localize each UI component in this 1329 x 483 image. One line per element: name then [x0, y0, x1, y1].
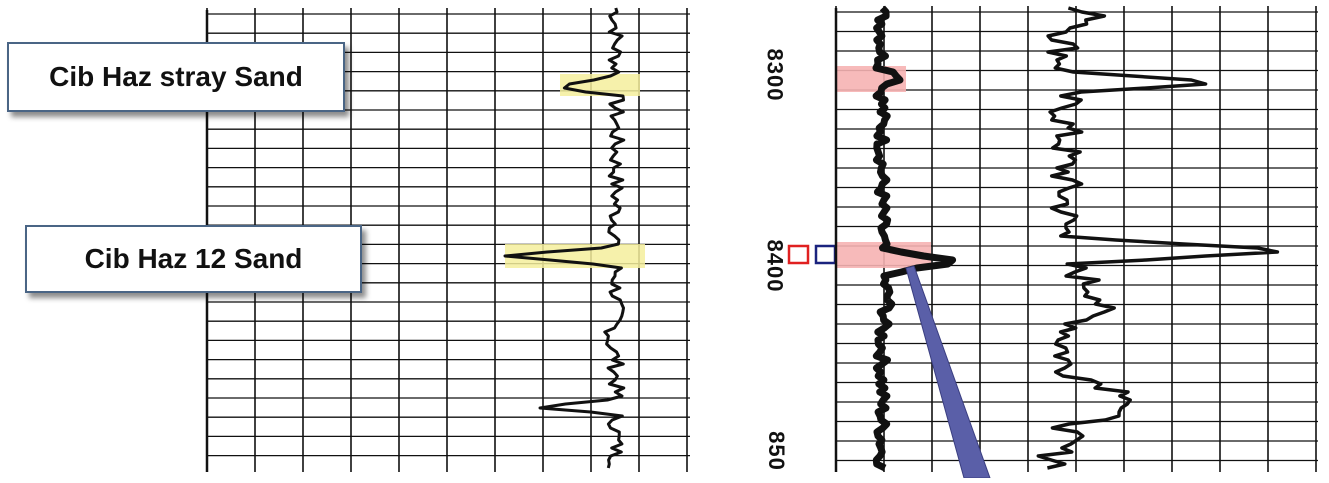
blue-marker	[814, 244, 837, 265]
callout-stray-sand: Cib Haz stray Sand	[7, 42, 345, 112]
right-log-curve-b	[1036, 6, 1280, 470]
depth-label-8400: 8400	[762, 239, 788, 293]
depth-label-850: 850	[763, 431, 789, 471]
left-log-curve	[503, 7, 626, 469]
callout-12-sand: Cib Haz 12 Sand	[25, 225, 362, 293]
right-log-grid	[835, 6, 1318, 472]
callout-stray-sand-label: Cib Haz stray Sand	[49, 61, 303, 92]
12-sand-highlight-left	[505, 244, 645, 268]
red-marker	[787, 244, 810, 265]
right-log-curve-a	[872, 5, 957, 472]
callout-12-sand-label: Cib Haz 12 Sand	[84, 243, 303, 274]
pointer-wedge	[905, 265, 991, 479]
depth-label-8300: 8300	[762, 48, 788, 102]
